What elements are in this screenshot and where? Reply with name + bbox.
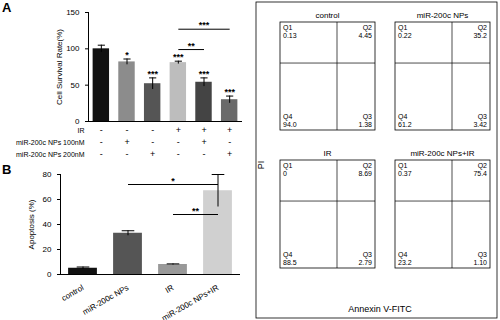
svg-text:0: 0 <box>47 270 52 279</box>
svg-text:+: + <box>124 137 129 147</box>
svg-text:control: control <box>60 283 85 303</box>
svg-text:50: 50 <box>71 81 80 90</box>
svg-text:miR-200c NPs+IR: miR-200c NPs+IR <box>160 283 220 320</box>
svg-text:Q1: Q1 <box>398 24 407 32</box>
svg-text:***: *** <box>224 87 235 97</box>
svg-text:miR-200c NPs+IR: miR-200c NPs+IR <box>410 149 474 158</box>
svg-text:Q4: Q4 <box>283 113 292 121</box>
svg-text:+: + <box>227 125 232 135</box>
svg-text:+: + <box>201 125 206 135</box>
svg-text:*: * <box>125 50 129 60</box>
svg-text:Q3: Q3 <box>478 251 487 259</box>
svg-text:*: * <box>171 176 175 186</box>
svg-text:60: 60 <box>43 195 52 204</box>
svg-text:1.10: 1.10 <box>473 259 487 266</box>
svg-text:Q2: Q2 <box>478 24 487 32</box>
svg-text:control: control <box>315 11 339 20</box>
svg-text:+: + <box>201 137 206 147</box>
svg-text:Annexin V-FITC: Annexin V-FITC <box>348 304 412 314</box>
svg-text:+: + <box>150 149 155 159</box>
svg-text:PI: PI <box>256 161 266 170</box>
svg-text:Q1: Q1 <box>283 24 292 32</box>
svg-text:Q3: Q3 <box>363 113 372 121</box>
svg-text:2.79: 2.79 <box>358 259 372 266</box>
svg-text:***: *** <box>173 52 184 62</box>
svg-text:Q4: Q4 <box>398 251 407 259</box>
svg-text:0.37: 0.37 <box>398 170 412 177</box>
svg-text:miR-200c NPs: miR-200c NPs <box>81 283 130 317</box>
svg-text:3.42: 3.42 <box>473 121 487 128</box>
svg-text:+: + <box>176 125 181 135</box>
svg-text:**: ** <box>192 206 200 216</box>
svg-text:***: *** <box>199 20 210 30</box>
svg-text:35.2: 35.2 <box>473 32 487 39</box>
svg-text:-: - <box>203 149 206 159</box>
svg-text:0: 0 <box>75 117 80 126</box>
svg-text:Q1: Q1 <box>283 162 292 170</box>
svg-text:miR-200c NPs 200nM: miR-200c NPs 200nM <box>16 151 85 158</box>
svg-text:0: 0 <box>283 170 287 177</box>
svg-text:***: *** <box>147 69 158 79</box>
svg-text:23.2: 23.2 <box>398 259 412 266</box>
svg-text:0.22: 0.22 <box>398 32 412 39</box>
svg-text:Q4: Q4 <box>283 251 292 259</box>
svg-text:40: 40 <box>43 220 52 229</box>
svg-text:Q4: Q4 <box>398 113 407 121</box>
svg-text:Q2: Q2 <box>478 162 487 170</box>
svg-text:+: + <box>227 149 232 159</box>
svg-text:**: ** <box>188 41 196 51</box>
svg-text:88.5: 88.5 <box>283 259 297 266</box>
svg-text:Q1: Q1 <box>398 162 407 170</box>
svg-text:-: - <box>126 149 129 159</box>
svg-text:Apoptosis (%): Apoptosis (%) <box>27 199 36 249</box>
svg-text:miR-200c NPs: miR-200c NPs <box>417 11 469 20</box>
svg-text:-: - <box>100 149 103 159</box>
svg-text:-: - <box>126 125 129 135</box>
html-text:A: A <box>2 0 12 15</box>
svg-text:61.2: 61.2 <box>398 121 412 128</box>
svg-text:150: 150 <box>66 8 80 17</box>
svg-text:94.0: 94.0 <box>283 121 297 128</box>
html-text:B: B <box>2 162 12 177</box>
svg-text:Q2: Q2 <box>363 162 372 170</box>
svg-text:***: *** <box>199 69 210 79</box>
svg-text:IR: IR <box>78 127 85 134</box>
svg-text:1.38: 1.38 <box>358 121 372 128</box>
svg-text:8.69: 8.69 <box>358 170 372 177</box>
svg-text:75.4: 75.4 <box>473 170 487 177</box>
svg-text:-: - <box>151 125 154 135</box>
svg-text:0.13: 0.13 <box>283 32 297 39</box>
svg-text:-: - <box>100 125 103 135</box>
svg-text:100: 100 <box>66 44 80 53</box>
svg-text:-: - <box>228 137 231 147</box>
svg-text:Q3: Q3 <box>363 251 372 259</box>
svg-text:-: - <box>151 137 154 147</box>
svg-text:miR-200c NPs 100nM: miR-200c NPs 100nM <box>16 139 85 146</box>
svg-text:4.45: 4.45 <box>358 32 372 39</box>
svg-text:Cell Survival Rate(%): Cell Survival Rate(%) <box>55 29 64 105</box>
svg-text:IR: IR <box>324 149 332 158</box>
svg-text:-: - <box>100 137 103 147</box>
svg-text:Q3: Q3 <box>478 113 487 121</box>
svg-text:-: - <box>177 137 180 147</box>
svg-text:-: - <box>177 149 180 159</box>
svg-text:80: 80 <box>43 170 52 179</box>
svg-text:20: 20 <box>43 245 52 254</box>
svg-text:Q2: Q2 <box>363 24 372 32</box>
svg-text:IR: IR <box>164 283 176 295</box>
